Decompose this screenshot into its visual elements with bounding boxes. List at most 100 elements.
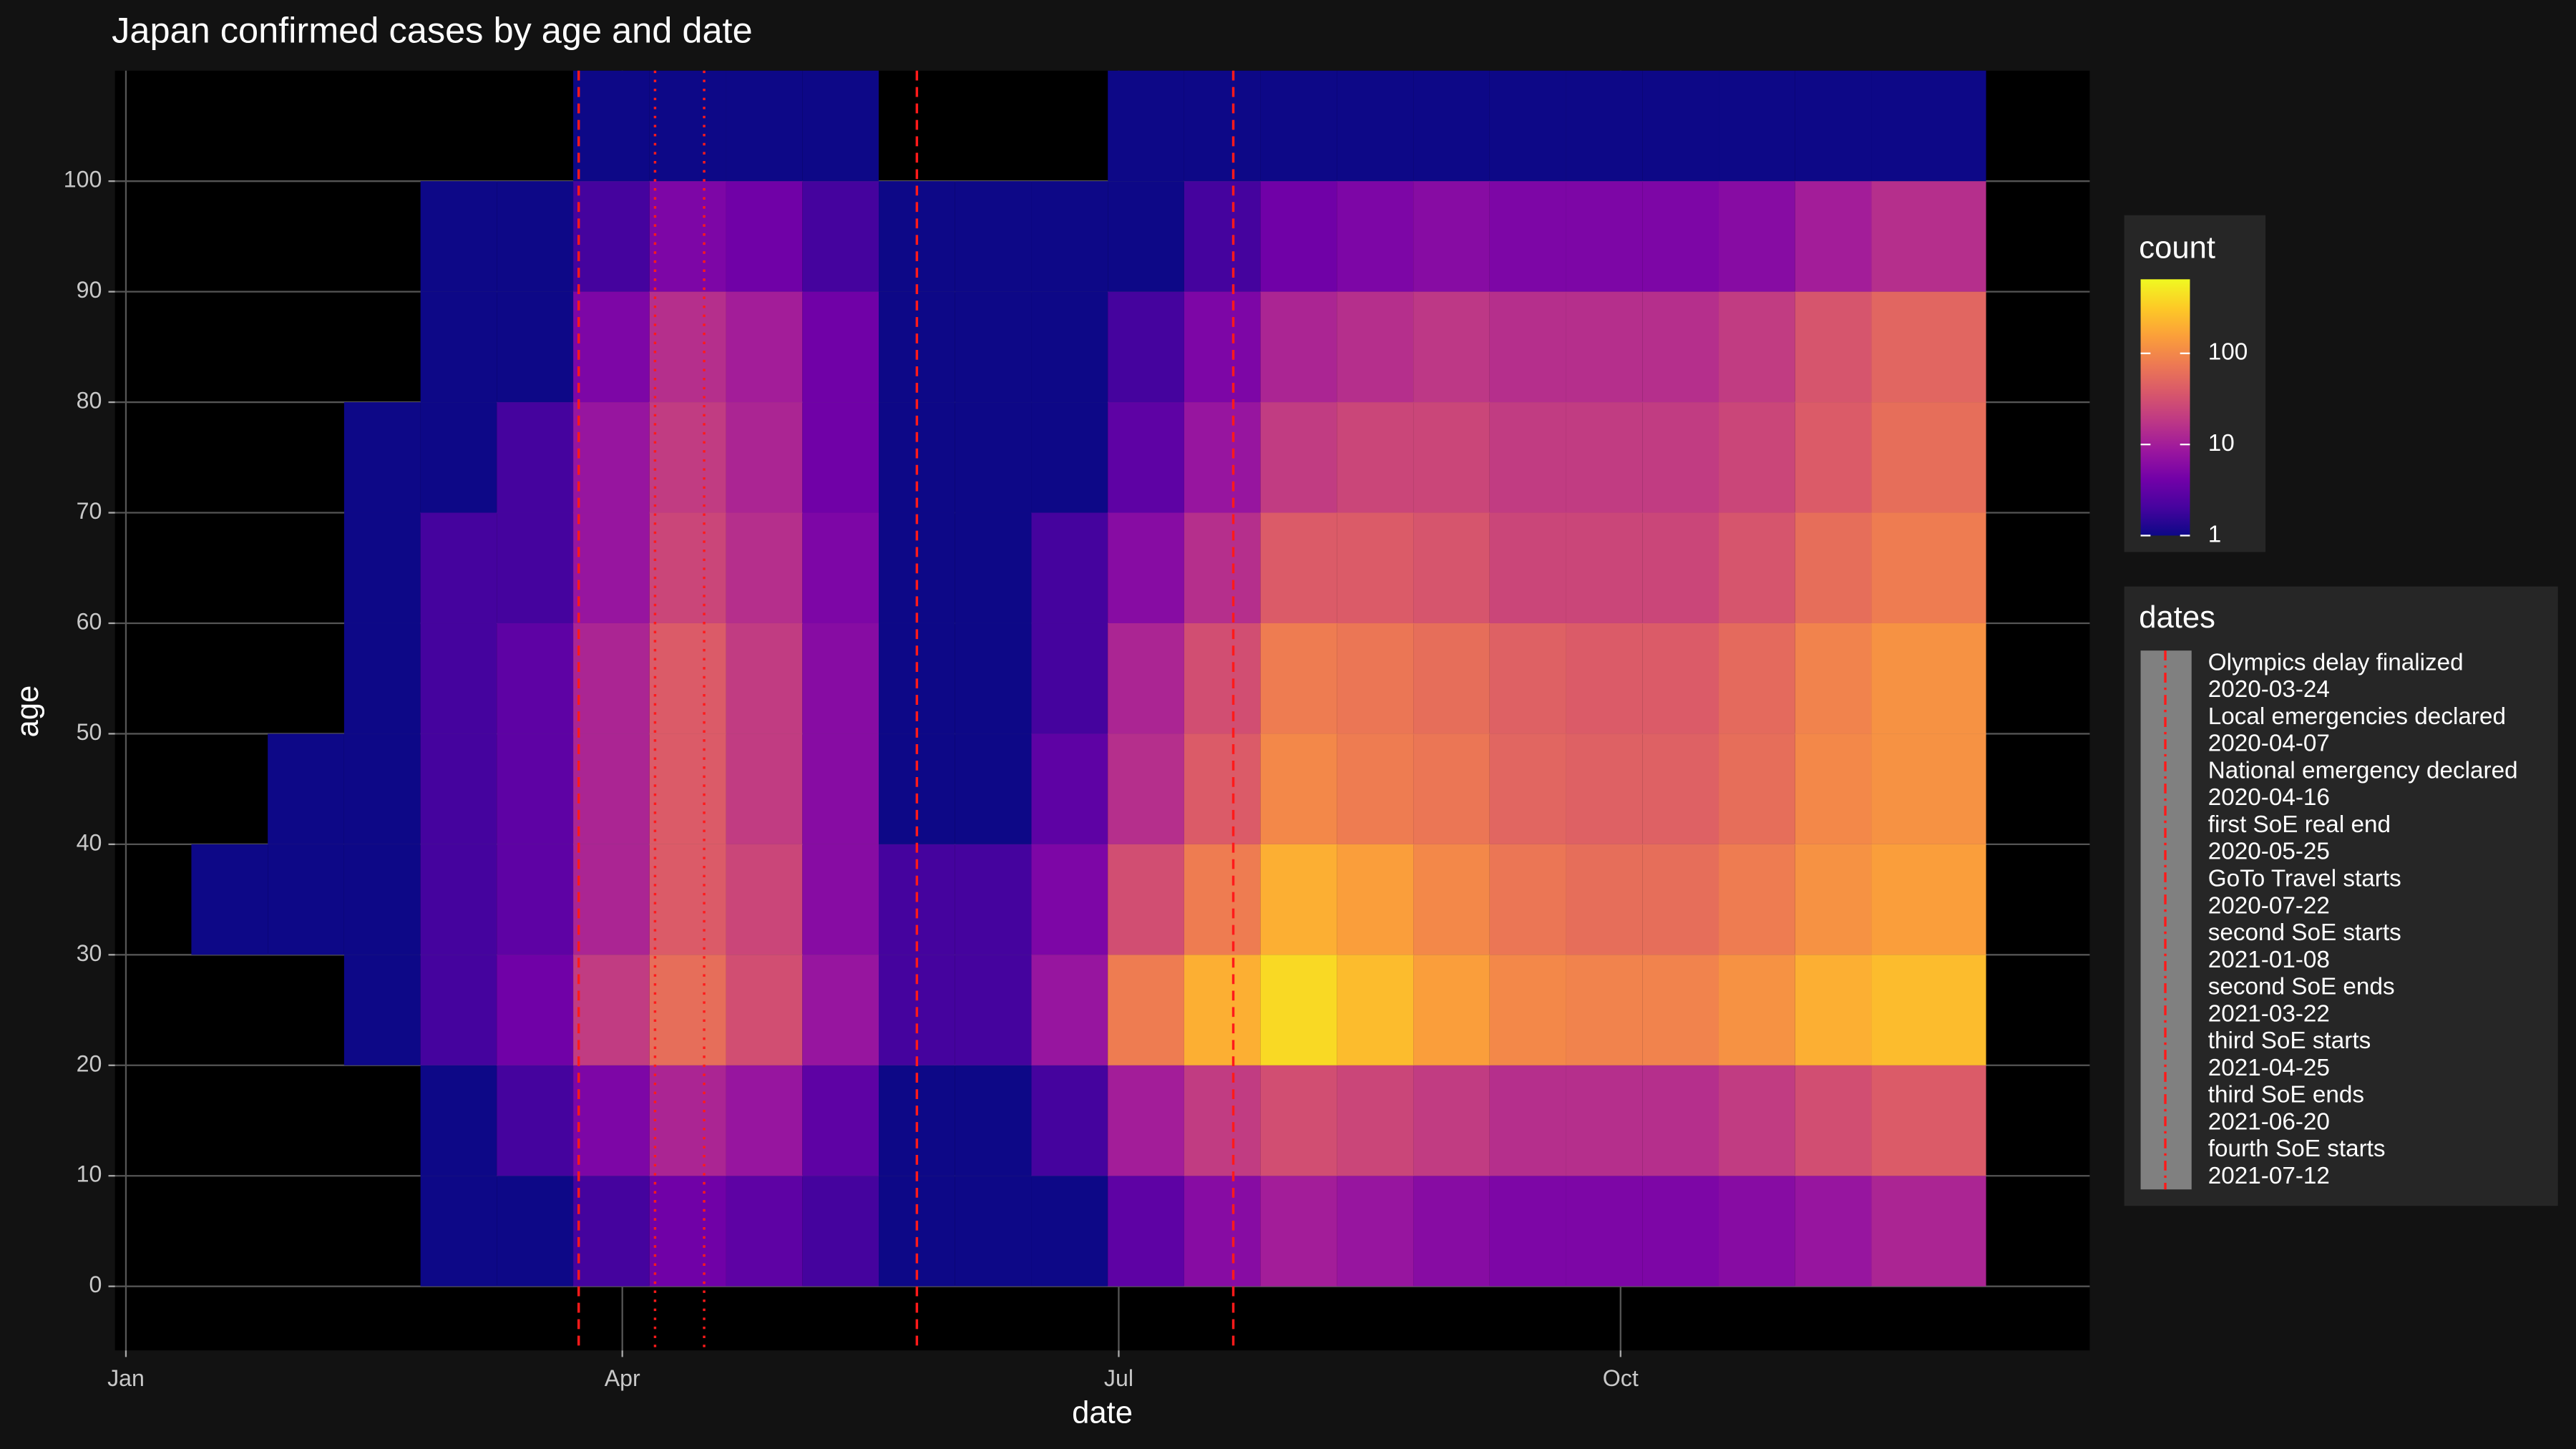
heatmap-cell — [573, 844, 650, 955]
heatmap-cell — [497, 181, 574, 292]
heatmap-cell — [1642, 955, 1719, 1065]
heatmap-cell — [1260, 70, 1337, 182]
heatmap-cell — [1566, 70, 1643, 182]
heatmap-cell — [1795, 291, 1872, 403]
heatmap-cell — [1489, 1065, 1566, 1176]
heatmap-cell — [1489, 844, 1566, 955]
heatmap-cell — [1871, 844, 1986, 955]
heatmap-cell — [420, 1176, 497, 1287]
heatmap-cell — [1795, 733, 1872, 844]
event-legend-name: Olympics delay finalized — [2208, 649, 2464, 675]
heatmap-cell — [1337, 181, 1414, 292]
heatmap-cell — [191, 844, 268, 955]
heatmap-cell — [649, 291, 726, 403]
heatmap-cell — [1871, 291, 1986, 403]
heatmap-cell — [1184, 733, 1261, 844]
heatmap-cell — [1795, 955, 1872, 1065]
heatmap-cell — [726, 512, 803, 623]
event-legend-date: 2021-01-08 — [2208, 947, 2330, 973]
heatmap-cell — [573, 70, 650, 182]
heatmap-cell — [802, 623, 879, 734]
heatmap-cell — [1871, 402, 1986, 513]
heatmap-cell — [1260, 181, 1337, 292]
heatmap-cell — [1031, 955, 1108, 1065]
heatmap-cell — [1413, 844, 1490, 955]
heatmap-cell — [1566, 955, 1643, 1065]
y-tick-label: 40 — [77, 829, 102, 855]
heatmap-cell — [420, 402, 497, 513]
heatmap-cell — [1413, 1176, 1490, 1287]
event-legend-name: second SoE ends — [2208, 974, 2395, 1000]
heatmap-cell — [343, 844, 421, 955]
heatmap-cell — [1184, 955, 1261, 1065]
heatmap-cell — [1719, 623, 1795, 734]
heatmap-cell — [343, 402, 421, 513]
heatmap-cell — [420, 623, 497, 734]
heatmap-cell — [955, 1065, 1032, 1176]
heatmap-cell — [802, 844, 879, 955]
event-legend-date: 2021-03-22 — [2208, 1000, 2330, 1027]
heatmap-cell — [802, 512, 879, 623]
heatmap-cell — [268, 733, 344, 844]
heatmap-cell — [573, 733, 650, 844]
x-tick-label: Apr — [605, 1365, 640, 1391]
event-legend-date: 2020-03-24 — [2208, 676, 2330, 703]
heatmap-cell — [1337, 623, 1414, 734]
x-tick-label: Jan — [107, 1365, 145, 1391]
heatmap-cell — [726, 181, 803, 292]
heatmap-cell — [573, 623, 650, 734]
heatmap-cell — [1871, 512, 1986, 623]
chart-title: Japan confirmed cases by age and date — [112, 9, 753, 50]
heatmap-cell — [726, 291, 803, 403]
y-tick-label: 60 — [77, 608, 102, 634]
heatmap-cell — [1031, 1065, 1108, 1176]
heatmap-cell — [1108, 402, 1184, 513]
heatmap-cell — [497, 733, 574, 844]
heatmap-cell — [1413, 181, 1490, 292]
heatmap-cell — [420, 844, 497, 955]
heatmap-cell — [1337, 70, 1414, 182]
heatmap-cell — [1642, 291, 1719, 403]
heatmap-cell — [1108, 181, 1184, 292]
heatmap-cell — [1489, 623, 1566, 734]
heatmap-cell — [1871, 733, 1986, 844]
heatmap-cell — [1337, 512, 1414, 623]
heatmap-cell — [955, 1176, 1032, 1287]
event-legend-date: 2021-06-20 — [2208, 1108, 2330, 1135]
event-legend-name: second SoE starts — [2208, 919, 2401, 946]
heatmap-cell — [1260, 291, 1337, 403]
x-tick-label: Oct — [1603, 1365, 1639, 1391]
heatmap-cell — [1871, 1065, 1986, 1176]
heatmap-cell — [1795, 844, 1872, 955]
heatmap-cell — [1184, 291, 1261, 403]
event-legend-name: third SoE starts — [2208, 1028, 2371, 1054]
heatmap-cell — [420, 1065, 497, 1176]
heatmap-cell — [802, 181, 879, 292]
heatmap-cell — [343, 512, 421, 623]
y-tick-label: 100 — [64, 167, 102, 192]
heatmap-cell — [649, 402, 726, 513]
heatmap-cell — [1642, 1065, 1719, 1176]
y-tick-label: 30 — [77, 940, 102, 966]
heatmap-cell — [802, 955, 879, 1065]
heatmap-cell — [343, 955, 421, 1065]
heatmap-cell — [955, 181, 1032, 292]
colorbar — [2140, 279, 2190, 536]
heatmap-cell — [726, 733, 803, 844]
event-legend-name: first SoE real end — [2208, 811, 2391, 838]
heatmap-cell — [1719, 1176, 1795, 1287]
heatmap-cell — [1719, 512, 1795, 623]
heatmap-cell — [955, 291, 1032, 403]
heatmap-cell — [420, 512, 497, 623]
heatmap-cell — [1260, 1176, 1337, 1287]
x-axis-label: date — [1072, 1395, 1133, 1430]
x-tick-label: Jul — [1104, 1365, 1133, 1391]
heatmap-cell — [649, 733, 726, 844]
heatmap-cell — [1413, 1065, 1490, 1176]
heatmap-cell — [1642, 623, 1719, 734]
heatmap-cell — [497, 1065, 574, 1176]
heatmap-cell — [1260, 512, 1337, 623]
heatmap-cell — [1260, 623, 1337, 734]
heatmap-cell — [1031, 844, 1108, 955]
heatmap-cell — [1108, 1065, 1184, 1176]
